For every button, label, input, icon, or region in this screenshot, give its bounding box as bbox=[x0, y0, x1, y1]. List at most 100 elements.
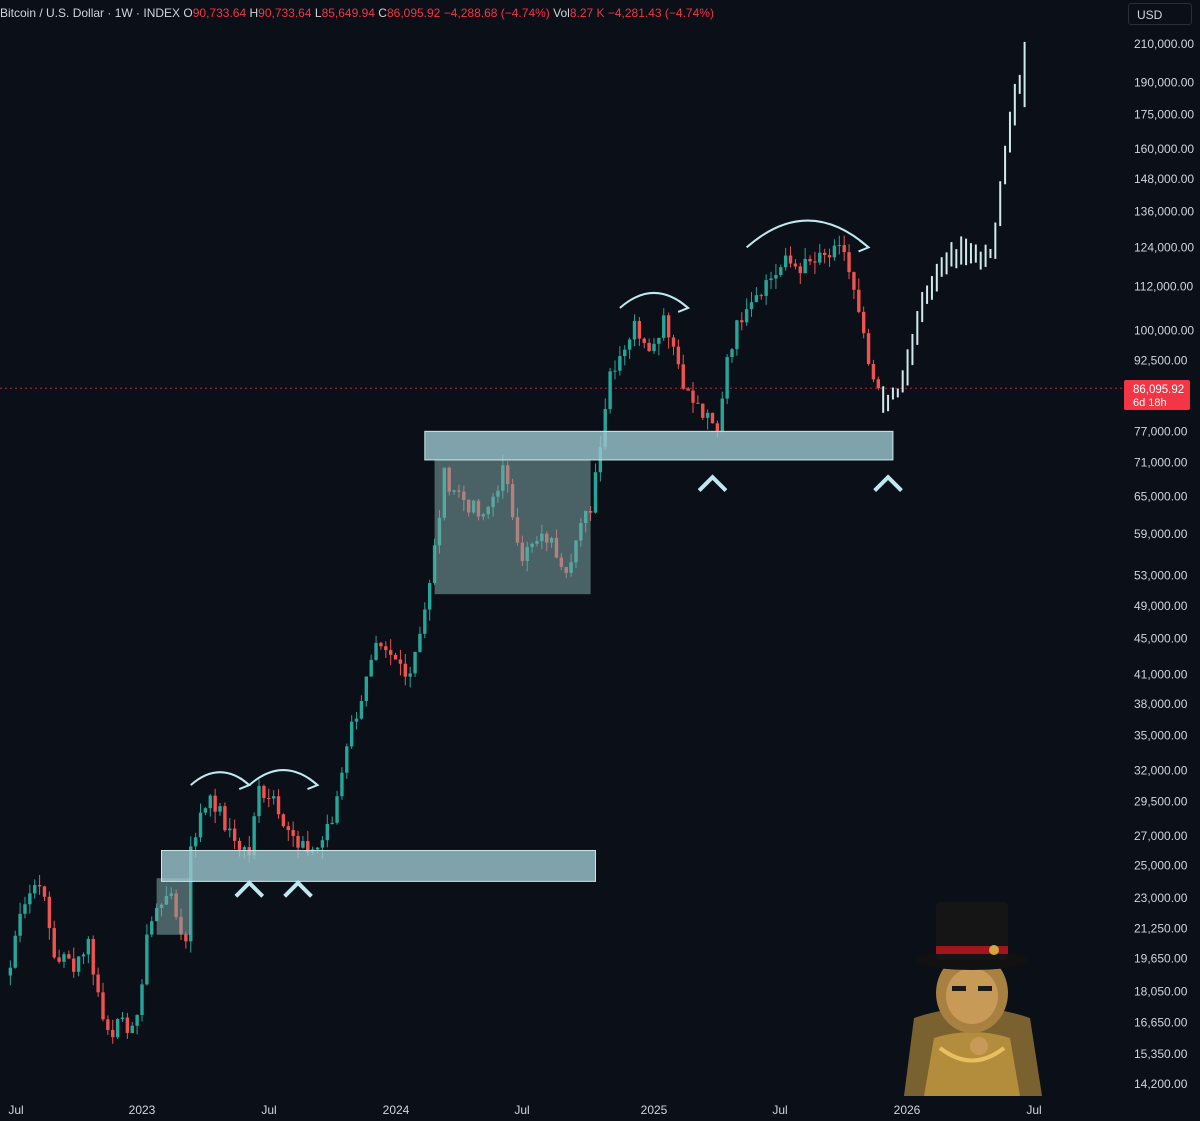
candle-body bbox=[681, 364, 685, 389]
candle-body bbox=[291, 830, 295, 836]
consolidation-box-2 bbox=[434, 459, 591, 595]
price-tick-label: 38,000.00 bbox=[1134, 697, 1188, 711]
candle-body bbox=[759, 295, 763, 297]
candle-body bbox=[696, 402, 700, 404]
bounce-marker-1 bbox=[234, 880, 265, 898]
close-label: C bbox=[378, 6, 387, 20]
candle-body bbox=[774, 275, 778, 279]
candle-body bbox=[642, 338, 646, 343]
currency-button[interactable]: USD bbox=[1128, 3, 1192, 25]
price-tick-label: 23,000.00 bbox=[1134, 891, 1188, 905]
candle-body bbox=[847, 252, 851, 273]
candle-body bbox=[725, 357, 729, 399]
open-value: 90,733.64 bbox=[192, 6, 247, 20]
candle-body bbox=[876, 379, 881, 389]
price-tick-label: 190,000.00 bbox=[1134, 76, 1194, 90]
price-tag-countdown: 6d 18h bbox=[1133, 397, 1167, 409]
price-axis[interactable]: 210,000.00 190,000.00 175,000.00 160,000.00… bbox=[1134, 37, 1194, 1091]
price-tick-label: 21,250.00 bbox=[1134, 921, 1188, 935]
candle-body bbox=[818, 252, 822, 263]
candle-body bbox=[652, 343, 656, 352]
last-price-tag: 86,095.92 6d 18h bbox=[1124, 380, 1190, 410]
candle-body bbox=[388, 650, 393, 655]
candle-body bbox=[242, 847, 247, 850]
candle-body bbox=[359, 700, 364, 719]
candle-body bbox=[91, 938, 95, 975]
candle-body bbox=[213, 795, 217, 812]
price-tick-label: 136,000.00 bbox=[1134, 205, 1194, 219]
consolidation-box-1 bbox=[156, 878, 191, 935]
candle-body bbox=[666, 315, 671, 338]
support-zone-1 bbox=[161, 849, 596, 882]
price-tick-label: 77,000.00 bbox=[1134, 424, 1188, 438]
price-tick-label: 25,000.00 bbox=[1134, 859, 1188, 873]
high-value: 90,733.64 bbox=[258, 6, 312, 20]
time-tick-label: 2024 bbox=[383, 1103, 410, 1117]
candle-body bbox=[218, 806, 222, 812]
trend-arrowhead-4 bbox=[858, 239, 871, 253]
price-tick-label: 65,000.00 bbox=[1134, 490, 1188, 504]
price-tick-label: 45,000.00 bbox=[1134, 632, 1188, 646]
price-tick-label: 59,000.00 bbox=[1134, 527, 1188, 541]
candle-body bbox=[52, 928, 56, 958]
candle-body bbox=[783, 255, 788, 268]
change-value: −4,288.68 (−4.74%) bbox=[443, 6, 550, 20]
price-tick-label: 124,000.00 bbox=[1134, 240, 1194, 254]
candle-body bbox=[735, 320, 739, 350]
price-tick-label: 49,000.00 bbox=[1134, 599, 1188, 613]
candle-body bbox=[364, 676, 369, 701]
symbol-legend: Bitcoin / U.S. Dollar · 1W · INDEX O90,7… bbox=[0, 6, 714, 20]
price-tag-bg bbox=[1124, 380, 1190, 410]
candle-body bbox=[228, 828, 232, 831]
candle-body bbox=[671, 337, 676, 347]
candle-body bbox=[354, 718, 359, 722]
candle-body bbox=[423, 609, 427, 634]
price-tick-label: 53,000.00 bbox=[1134, 569, 1188, 583]
candle-body bbox=[813, 261, 817, 263]
symbol-title[interactable]: Bitcoin / U.S. Dollar · 1W · INDEX bbox=[0, 6, 181, 20]
candle-body bbox=[408, 673, 412, 677]
candle-body bbox=[106, 1019, 110, 1031]
volume-value: 8.27 K bbox=[569, 6, 605, 20]
price-tick-label: 19,650.00 bbox=[1134, 952, 1188, 966]
candle-body bbox=[720, 398, 724, 432]
candle-body bbox=[296, 835, 300, 848]
price-tick-label: 16,650.00 bbox=[1134, 1016, 1188, 1030]
time-tick-label: Jul bbox=[8, 1103, 23, 1117]
candle-body bbox=[13, 935, 17, 968]
candle-body bbox=[120, 1017, 125, 1020]
time-tick-label: 2025 bbox=[641, 1103, 668, 1117]
candle-body bbox=[125, 1017, 130, 1033]
candle-body bbox=[306, 841, 310, 853]
trend-arrowhead-2 bbox=[307, 777, 320, 791]
candle-body bbox=[662, 315, 666, 338]
volume-label: Vol bbox=[553, 6, 570, 20]
candle-body bbox=[33, 885, 37, 894]
candle-body bbox=[145, 934, 149, 985]
time-axis[interactable]: Jul 2023 Jul 2024 Jul 2025 Jul 2026 Jul bbox=[8, 1103, 1041, 1117]
candle-body bbox=[81, 954, 86, 957]
trend-arrow-4 bbox=[745, 219, 870, 249]
candle-body bbox=[808, 258, 812, 262]
candle-body bbox=[72, 958, 76, 972]
low-label: L bbox=[314, 6, 322, 20]
close-value: 86,095.92 bbox=[386, 6, 441, 20]
projection-layer bbox=[882, 41, 1026, 413]
candle-body bbox=[793, 263, 798, 267]
candle-body bbox=[286, 826, 290, 831]
candle-body bbox=[857, 289, 861, 312]
zones-layer bbox=[156, 430, 894, 935]
candle-body bbox=[374, 642, 378, 660]
candle-body bbox=[301, 841, 305, 848]
time-tick-label: 2023 bbox=[129, 1103, 156, 1117]
time-tick-label: Jul bbox=[772, 1103, 787, 1117]
price-tick-label: 27,000.00 bbox=[1134, 829, 1188, 843]
candle-body bbox=[676, 346, 681, 365]
candle-body bbox=[822, 252, 827, 256]
candle-body bbox=[852, 272, 856, 290]
candle-body bbox=[827, 255, 832, 258]
candle-body bbox=[384, 646, 388, 651]
time-tick-label: Jul bbox=[261, 1103, 276, 1117]
candle-body bbox=[111, 1030, 115, 1038]
